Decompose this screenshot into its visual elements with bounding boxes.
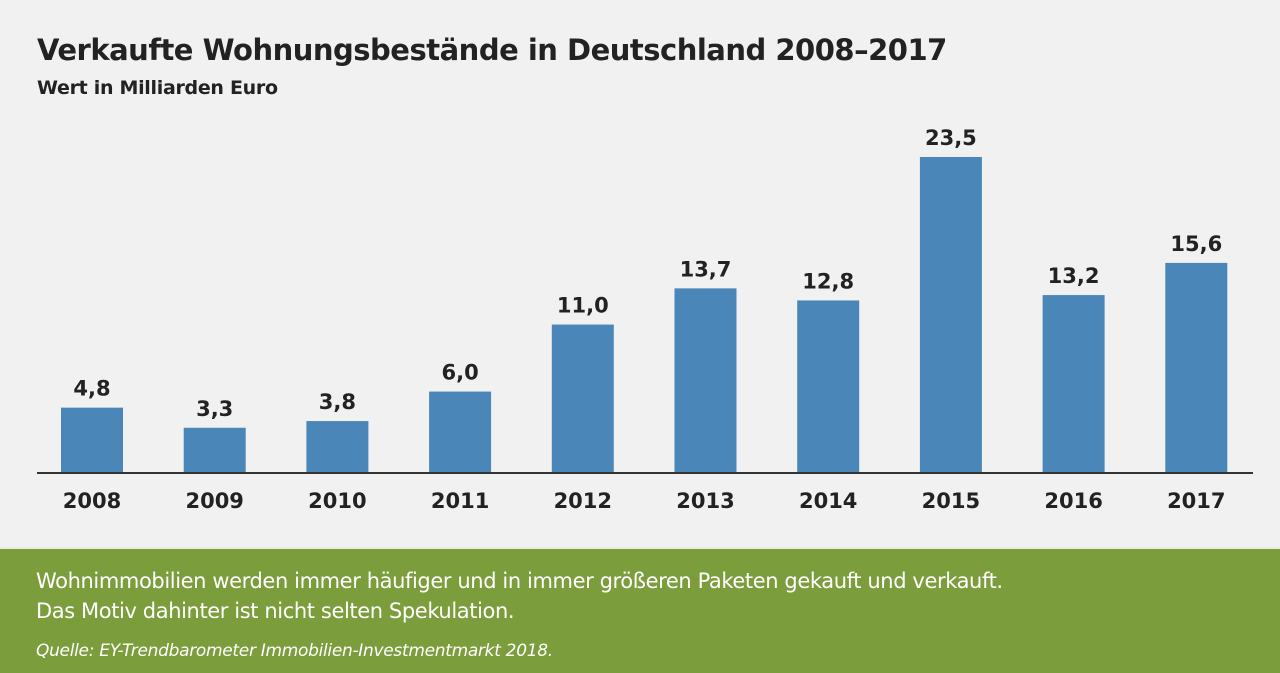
data-label-2009: 3,3 [196,397,233,421]
chart-title: Verkaufte Wohnungsbestände in Deutschlan… [37,33,947,67]
x-tick-label-2015: 2015 [922,489,980,513]
x-tick-label-2011: 2011 [431,489,489,513]
bar-2011 [429,391,492,472]
x-tick-label-2013: 2013 [676,489,734,513]
source-note: Quelle: EY-Trendbarometer Immobilien-Inv… [36,641,553,661]
data-label-2017: 15,6 [1170,232,1222,256]
caption-line-2: Das Motiv dahinter ist nicht selten Spek… [36,599,515,623]
x-tick-label-2012: 2012 [554,489,612,513]
x-tick-label-2017: 2017 [1167,489,1225,513]
bar-2017 [1165,262,1228,472]
x-tick-label-2010: 2010 [308,489,366,513]
data-label-2015: 23,5 [925,126,977,150]
footer-caption-box: Wohnimmobilien werden immer häufiger und… [0,547,1280,673]
data-label-2014: 12,8 [802,269,854,293]
x-tick-label-2014: 2014 [799,489,857,513]
data-label-2013: 13,7 [680,257,732,281]
bar-2016 [1042,295,1105,472]
bar-2010 [306,421,369,472]
data-label-2011: 6,0 [441,361,478,385]
bar-2013 [674,288,737,472]
chart-subtitle: Wert in Milliarden Euro [37,77,278,99]
x-tick-label-2016: 2016 [1044,489,1102,513]
x-tick-label-2009: 2009 [185,489,243,513]
data-label-2012: 11,0 [557,294,609,318]
bar-2014 [797,300,860,472]
bar-2015 [919,157,982,472]
caption-line-1: Wohnimmobilien werden immer häufiger und… [36,569,1003,593]
bar-2009 [183,427,246,472]
x-tick-label-2008: 2008 [63,489,121,513]
bar-2012 [551,324,614,472]
data-label-2016: 13,2 [1048,264,1100,288]
bar-2008 [61,407,123,472]
data-label-2010: 3,8 [319,390,356,414]
data-label-2008: 4,8 [73,377,110,401]
bar-chart: 4,8 2008 3,3 2009 3,8 2010 6,0 2011 11,0 2012 13,7… [37,126,1253,513]
